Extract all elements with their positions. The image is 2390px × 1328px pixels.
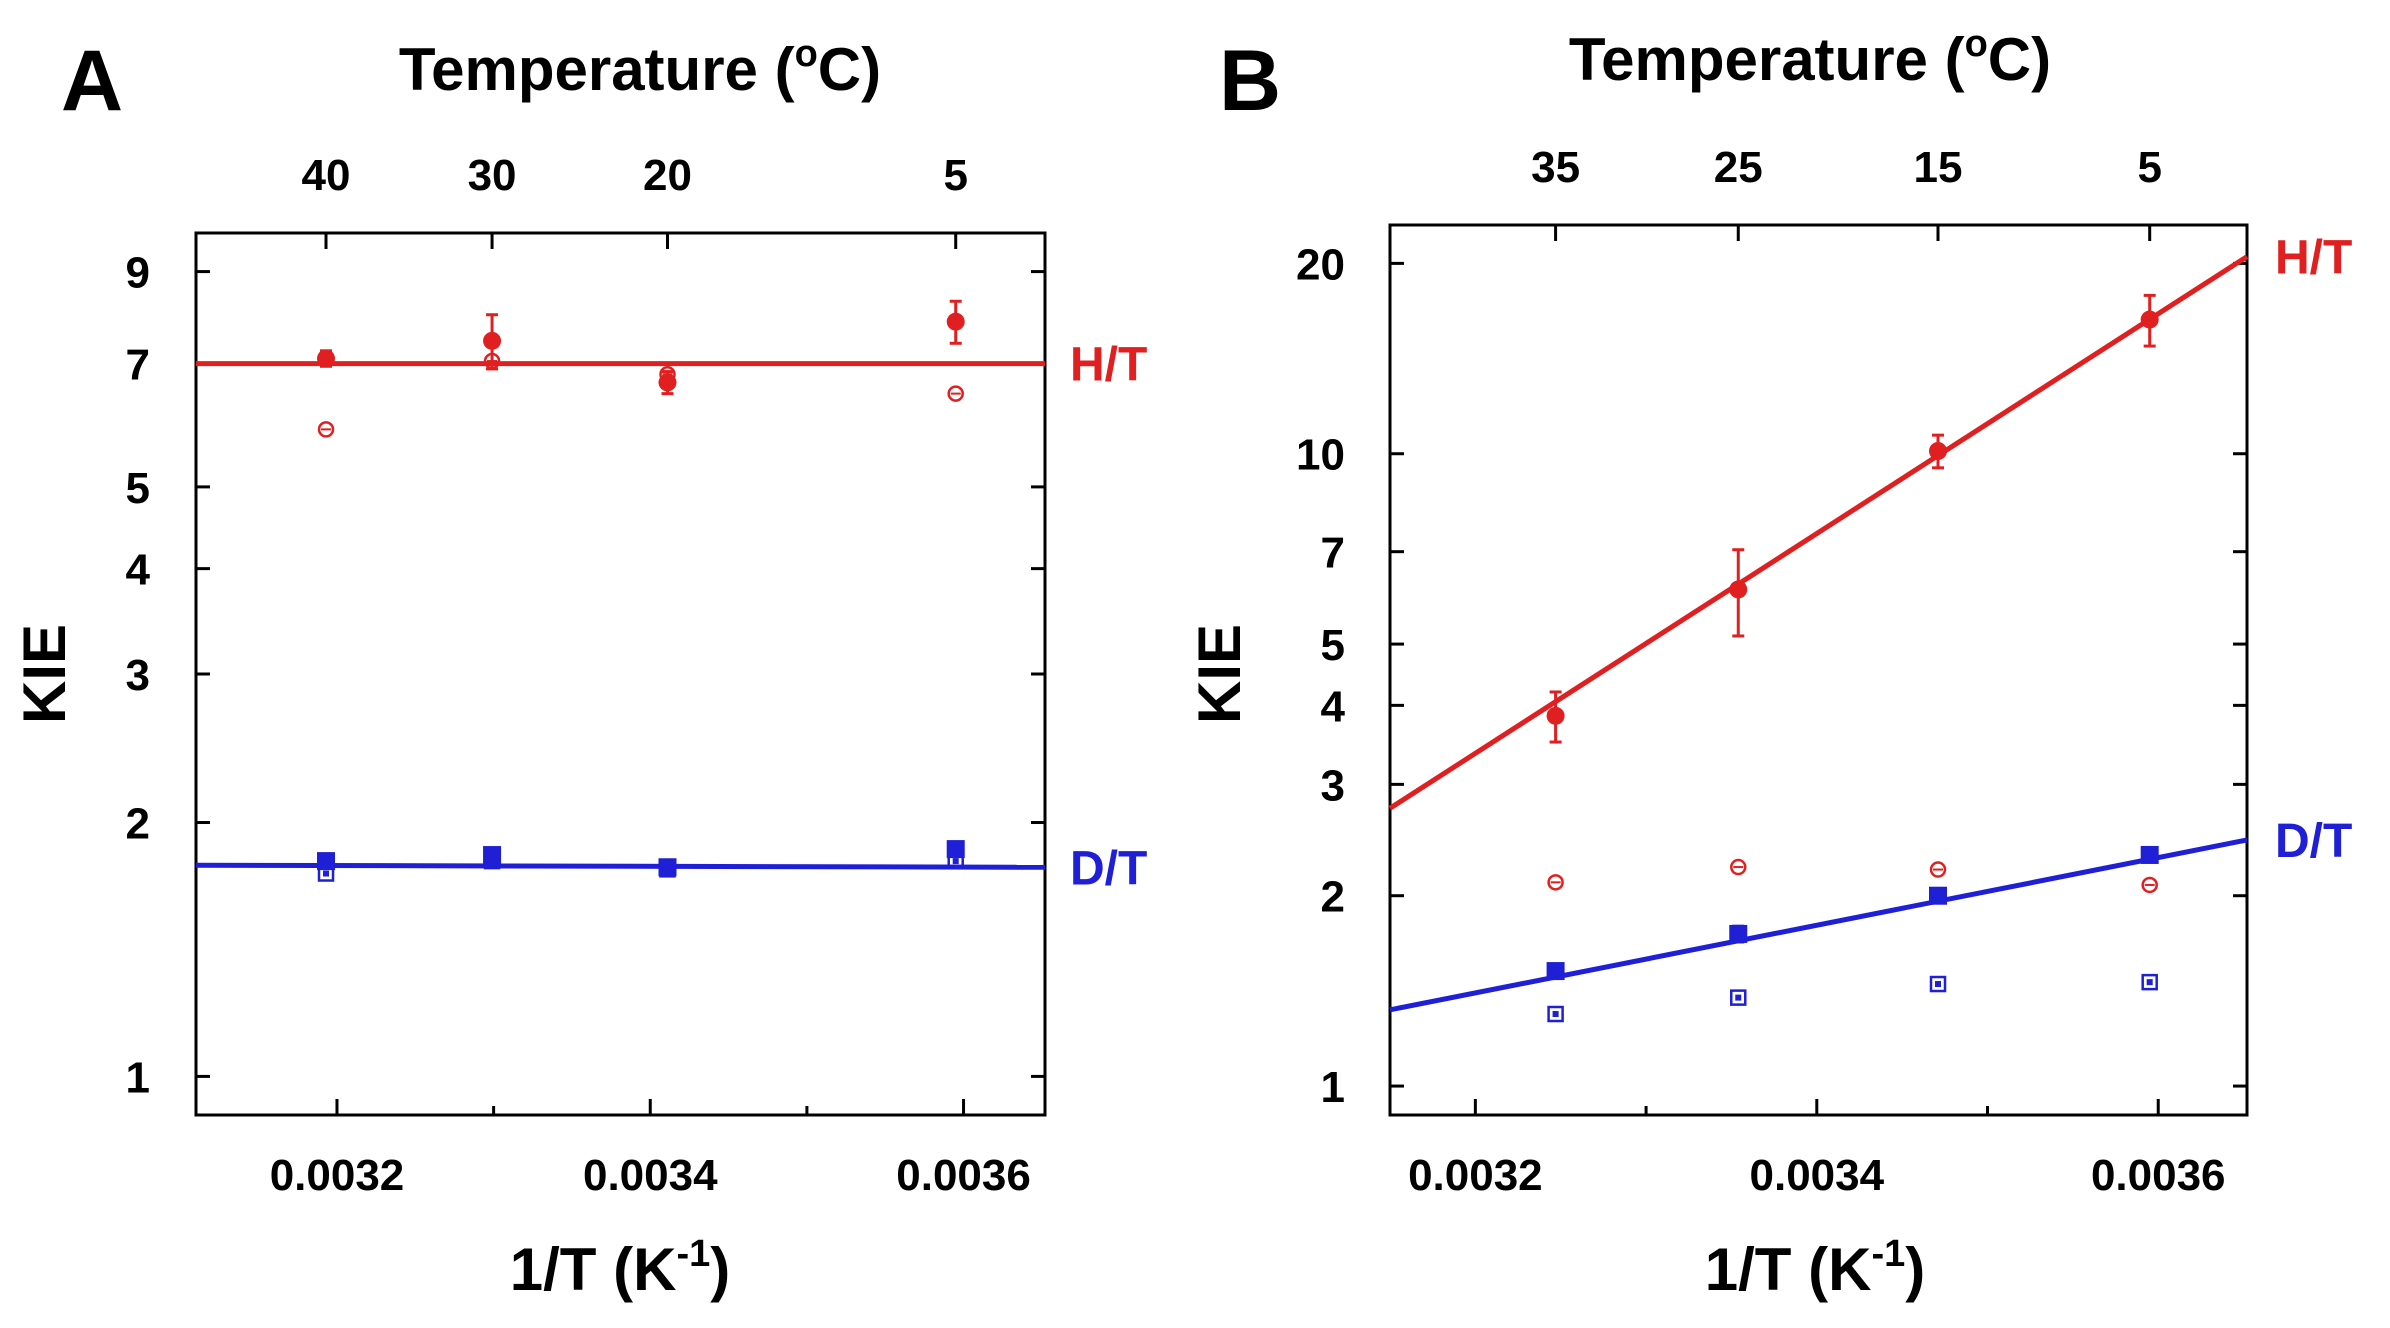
x-axis-label-sup: -1 xyxy=(676,1233,710,1275)
data-point xyxy=(2140,310,2159,329)
open-point xyxy=(2141,876,2158,894)
x-axis-label-suffix: ) xyxy=(710,1236,730,1303)
y-tick-label: 7 xyxy=(1321,529,1345,578)
data-point xyxy=(1546,962,1565,981)
open-point-core xyxy=(1552,1011,1559,1018)
open-point xyxy=(947,385,964,402)
panel-b-chart: B Temperature (oC) 1 2 3 4 5 7 10 20 0.0032 0.0034 0… xyxy=(1186,23,2352,1303)
y-tick-label: 1 xyxy=(126,1053,150,1102)
panel-letter: B xyxy=(1219,33,1281,129)
series-ht xyxy=(1388,254,2249,894)
top-tick-label: 25 xyxy=(1714,143,1763,192)
x-axis-label: 1/T (K-1) xyxy=(1705,1233,1925,1303)
top-tick-label: 35 xyxy=(1531,143,1580,192)
fit-line xyxy=(195,862,1046,870)
open-point xyxy=(1929,861,1947,878)
open-point xyxy=(1929,975,1947,993)
fit-line xyxy=(1388,254,2249,811)
top-axis-title-suffix: C) xyxy=(818,36,881,103)
x-axis-label: 1/T (K-1) xyxy=(510,1233,730,1303)
open-point-core xyxy=(1735,994,1742,1001)
data-point xyxy=(2140,845,2159,864)
top-tick-label: 20 xyxy=(643,151,692,200)
y-tick-label: 2 xyxy=(126,800,150,849)
data-point xyxy=(1729,580,1748,599)
y-tick-label: 2 xyxy=(1321,873,1345,922)
y-tick-label: 3 xyxy=(126,651,150,700)
x-axis-label-sup: -1 xyxy=(1871,1233,1905,1275)
data-point xyxy=(317,852,336,871)
top-axis-title: Temperature (oC) xyxy=(1569,23,2051,93)
series-label-ht: H/T xyxy=(2275,232,2352,285)
plot-frame xyxy=(1388,223,2249,1117)
y-tick-label: 10 xyxy=(1296,431,1345,480)
data-point xyxy=(1929,442,1948,461)
top-tick-label: 5 xyxy=(943,151,967,200)
series-dt xyxy=(195,840,1046,882)
open-point-core xyxy=(323,870,330,877)
open-point xyxy=(2141,973,2158,991)
data-point xyxy=(946,312,965,331)
series-dt xyxy=(1389,837,2248,1023)
x-tick-label: 0.0036 xyxy=(896,1151,1031,1200)
open-point-core xyxy=(1935,981,1942,988)
y-tick-label: 9 xyxy=(126,249,150,298)
data-point xyxy=(483,846,502,865)
y-tick-label: 1 xyxy=(1321,1063,1345,1112)
top-axis-title-sup: o xyxy=(795,33,818,75)
top-axis-title-prefix: Temperature ( xyxy=(399,36,795,103)
series-label-ht: H/T xyxy=(1070,339,1147,392)
top-tick-label: 30 xyxy=(468,151,517,200)
y-tick-label: 5 xyxy=(1321,621,1345,670)
y-tick-label: 5 xyxy=(126,464,150,513)
top-tick-label: 5 xyxy=(2137,143,2161,192)
x-tick-label: 0.0032 xyxy=(1408,1151,1543,1200)
data-point xyxy=(317,349,336,368)
y-tick-label: 3 xyxy=(1321,761,1345,810)
x-axis-label-suffix: ) xyxy=(1905,1236,1925,1303)
data-point xyxy=(483,331,502,350)
data-point xyxy=(1929,886,1948,905)
y-tick-label: 4 xyxy=(1321,682,1346,731)
data-point xyxy=(658,373,677,392)
x-tick-label: 0.0032 xyxy=(270,1151,405,1200)
y-tick-label: 20 xyxy=(1296,240,1345,289)
top-axis-title: Temperature (oC) xyxy=(399,33,881,103)
open-point-core xyxy=(2146,979,2153,986)
data-point xyxy=(1729,924,1748,943)
top-tick-label: 40 xyxy=(302,151,351,200)
y-tick-label: 7 xyxy=(126,341,150,390)
series-label-dt: D/T xyxy=(2275,815,2352,868)
open-point-core xyxy=(952,858,959,865)
top-axis-title-sup: o xyxy=(1965,23,1988,65)
data-point xyxy=(658,858,677,877)
top-tick-label: 15 xyxy=(1914,143,1963,192)
open-point xyxy=(1547,1005,1564,1023)
open-point xyxy=(1730,989,1747,1006)
fit-line xyxy=(1389,837,2248,1013)
y-axis-label: KIE xyxy=(1186,624,1253,724)
series-ht xyxy=(196,299,1045,438)
open-point xyxy=(1730,858,1747,876)
series-label-dt: D/T xyxy=(1070,842,1147,895)
x-axis-label-prefix: 1/T (K xyxy=(1705,1236,1872,1303)
top-axis-title-suffix: C) xyxy=(1988,26,2051,93)
x-tick-label: 0.0034 xyxy=(583,1151,718,1200)
open-point xyxy=(1547,874,1564,891)
top-axis-title-prefix: Temperature ( xyxy=(1569,26,1965,93)
data-point xyxy=(1546,706,1565,725)
data-point xyxy=(946,840,965,859)
y-tick-label: 4 xyxy=(126,546,151,595)
x-tick-label: 0.0036 xyxy=(2091,1151,2226,1200)
x-axis-label-prefix: 1/T (K xyxy=(510,1236,677,1303)
x-tick-label: 0.0034 xyxy=(1750,1151,1885,1200)
panel-a-chart: A Temperature (oC) 1 2 3 4 5 7 9 0.0032 0.0034 0.00… xyxy=(11,33,1147,1303)
open-point xyxy=(317,421,335,438)
panel-letter: A xyxy=(61,33,123,129)
y-axis-label: KIE xyxy=(11,624,78,724)
